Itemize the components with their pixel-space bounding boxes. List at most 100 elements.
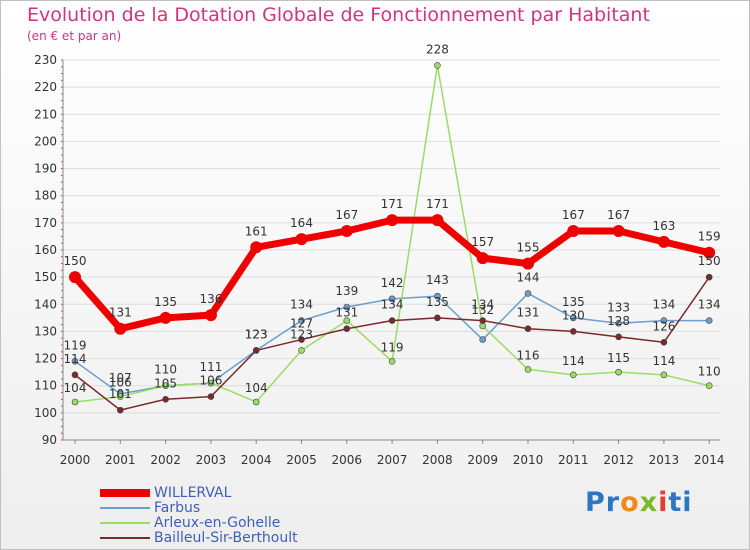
data-point <box>612 225 625 237</box>
x-tick-label: 2010 <box>513 453 544 467</box>
data-label: 119 <box>64 338 87 352</box>
data-label: 115 <box>607 351 630 365</box>
data-point <box>567 225 580 237</box>
data-point <box>204 309 217 322</box>
data-point <box>298 336 305 343</box>
data-point <box>431 214 444 227</box>
data-point <box>524 325 532 333</box>
y-tick-label: 180 <box>34 189 57 203</box>
data-label: 116 <box>517 348 540 362</box>
data-point <box>114 322 127 335</box>
data-point <box>703 246 716 259</box>
data-point <box>343 325 351 333</box>
data-point <box>479 336 487 343</box>
data-label: 130 <box>562 308 585 322</box>
x-tick-label: 2001 <box>105 453 136 467</box>
data-label: 136 <box>199 292 222 306</box>
data-label: 104 <box>245 381 268 395</box>
x-tick-label: 2000 <box>60 453 91 467</box>
data-point <box>660 371 668 379</box>
data-point <box>117 393 124 400</box>
x-tick-label: 2004 <box>241 453 272 467</box>
data-label: 135 <box>154 295 177 309</box>
x-tick-label: 2006 <box>332 453 363 467</box>
data-label: 167 <box>607 208 630 222</box>
data-point <box>250 241 263 254</box>
x-tick-label: 2013 <box>649 453 680 467</box>
data-point <box>615 333 622 341</box>
data-point <box>298 347 305 354</box>
legend-swatch <box>100 507 150 509</box>
data-label: 228 <box>426 42 449 56</box>
x-tick-label: 2007 <box>377 453 408 467</box>
data-label: 144 <box>517 270 540 284</box>
data-label: 167 <box>335 208 358 222</box>
data-label: 104 <box>64 381 87 395</box>
data-label: 131 <box>517 306 540 320</box>
data-point <box>159 311 172 324</box>
y-tick-label: 170 <box>34 216 57 230</box>
legend-swatch <box>100 522 150 524</box>
data-label: 139 <box>335 284 358 298</box>
x-tick-label: 2005 <box>286 453 317 467</box>
logo-letter: r <box>605 487 621 518</box>
y-tick-label: 140 <box>34 297 57 311</box>
data-point <box>71 357 79 365</box>
x-tick-label: 2011 <box>558 453 589 467</box>
data-point <box>479 317 487 324</box>
data-point <box>207 379 215 387</box>
y-tick-label: 90 <box>42 433 57 447</box>
data-label: 134 <box>290 298 313 312</box>
y-tick-label: 130 <box>34 324 57 338</box>
data-point <box>569 314 577 322</box>
data-label: 167 <box>562 208 585 222</box>
data-label: 114 <box>64 352 87 366</box>
data-label: 143 <box>426 273 449 287</box>
data-label: 128 <box>607 314 630 328</box>
data-label: 134 <box>381 298 404 312</box>
data-label: 106 <box>109 376 132 390</box>
data-label: 171 <box>381 197 404 211</box>
data-point <box>705 317 713 324</box>
data-point <box>522 257 534 270</box>
data-label: 150 <box>64 254 87 268</box>
data-label: 106 <box>199 374 222 388</box>
legend-item: WILLERVAL <box>100 485 360 501</box>
x-tick-label: 2014 <box>694 453 725 467</box>
y-tick-label: 210 <box>34 107 57 121</box>
legend-swatch <box>100 537 150 539</box>
y-tick-label: 120 <box>34 352 57 366</box>
data-point <box>569 371 577 379</box>
data-point <box>615 319 622 327</box>
data-point <box>69 271 81 284</box>
data-point <box>388 317 396 324</box>
data-label: 135 <box>562 295 585 309</box>
logo-letter: x <box>639 487 659 518</box>
data-label: 123 <box>245 327 268 341</box>
legend-label: Farbus <box>154 500 201 516</box>
data-point <box>705 273 713 281</box>
data-point <box>524 290 532 297</box>
legend-label: Bailleul-Sir-Berthoult <box>154 530 298 546</box>
data-point <box>340 225 353 237</box>
chart-title: Evolution de la Dotation Globale de Fonc… <box>27 4 650 26</box>
data-point <box>479 322 487 330</box>
legend-item: Arleux-en-Gohelle <box>100 515 360 531</box>
data-label: 134 <box>471 298 494 312</box>
data-label: 131 <box>335 306 358 320</box>
data-point <box>615 368 622 376</box>
data-point <box>343 317 351 324</box>
data-label: 110 <box>154 363 177 377</box>
data-label: 132 <box>471 303 494 317</box>
chart-subtitle: (en € et par an) <box>27 29 122 43</box>
data-label: 171 <box>426 197 449 211</box>
data-point <box>660 317 668 324</box>
data-point <box>434 314 441 322</box>
legend-item: Farbus <box>100 500 360 516</box>
data-label: 107 <box>109 371 132 385</box>
data-point <box>298 317 305 324</box>
data-label: 119 <box>381 340 404 354</box>
data-point <box>162 382 169 390</box>
data-point <box>569 328 577 335</box>
